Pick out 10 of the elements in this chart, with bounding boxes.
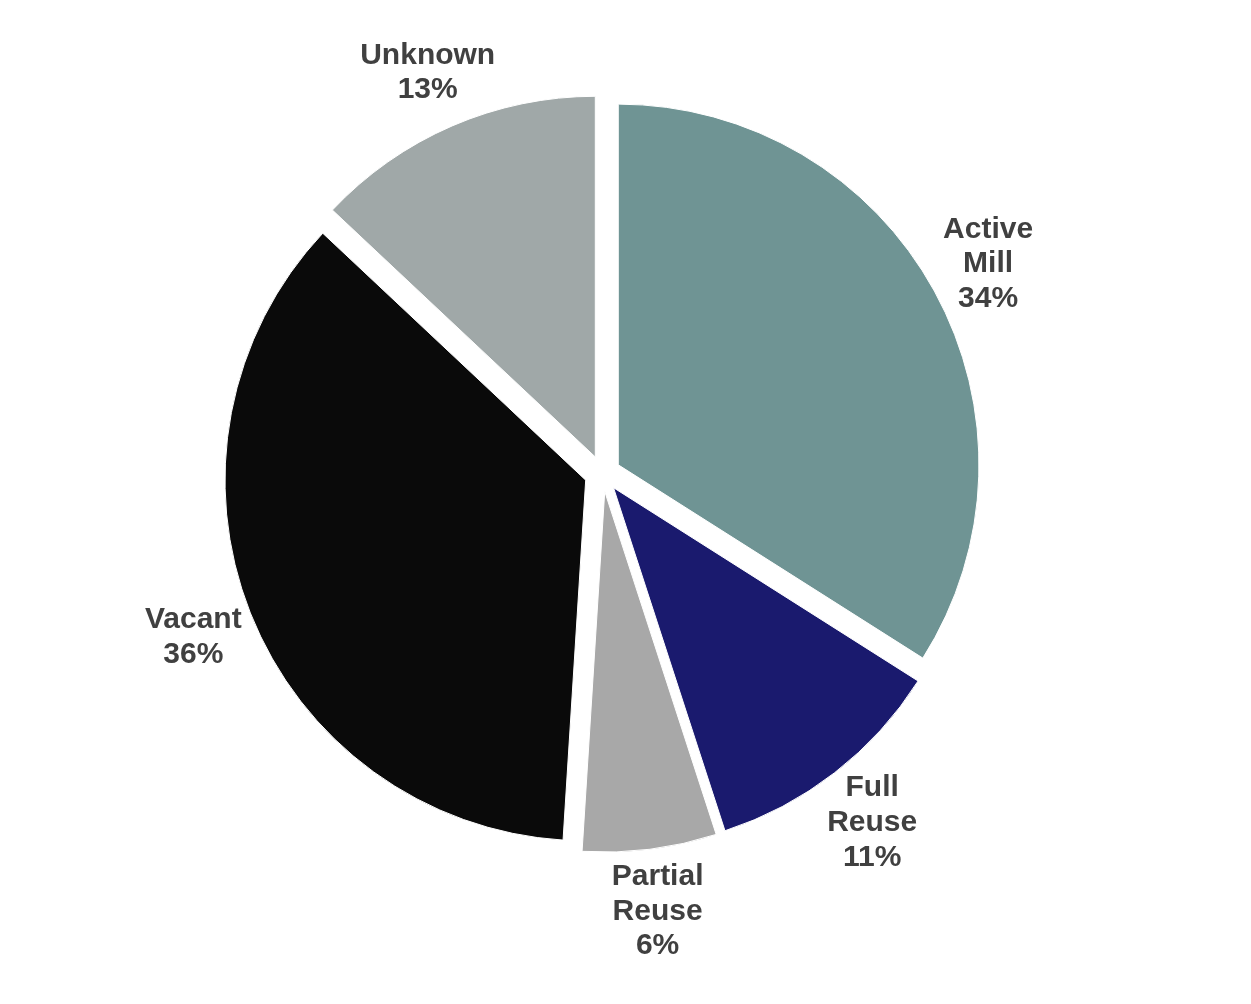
- slice-label: Full Reuse: [827, 769, 918, 838]
- data-label: 34%: [958, 280, 1019, 314]
- data-label: 36%: [163, 636, 224, 670]
- slice-label: Partial Reuse: [611, 858, 704, 926]
- data-label: 11%: [842, 838, 902, 872]
- slice-label: Active Mill: [943, 210, 1034, 279]
- data-label: 13%: [397, 71, 458, 105]
- data-label: 6%: [635, 927, 680, 961]
- slice-label: Unknown: [360, 36, 496, 70]
- slice-label: Vacant: [144, 601, 242, 635]
